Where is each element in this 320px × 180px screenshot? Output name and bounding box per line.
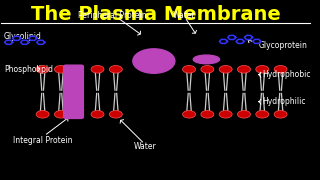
Circle shape xyxy=(237,111,251,118)
Circle shape xyxy=(256,111,269,118)
Text: Glycoprotein: Glycoprotein xyxy=(259,41,308,50)
Circle shape xyxy=(91,66,104,73)
FancyBboxPatch shape xyxy=(64,65,84,118)
Circle shape xyxy=(256,66,269,73)
Circle shape xyxy=(109,66,122,73)
Polygon shape xyxy=(12,36,21,40)
Circle shape xyxy=(109,111,122,118)
Circle shape xyxy=(182,111,196,118)
Circle shape xyxy=(201,111,214,118)
Text: Glycolipid: Glycolipid xyxy=(4,32,42,41)
Polygon shape xyxy=(21,40,29,44)
Text: Phospholipid: Phospholipid xyxy=(4,65,53,74)
Text: The Plasma Membrane: The Plasma Membrane xyxy=(30,5,280,24)
Polygon shape xyxy=(37,40,45,44)
Circle shape xyxy=(237,66,251,73)
Circle shape xyxy=(133,49,175,73)
Text: Peripheral Protein: Peripheral Protein xyxy=(78,11,147,20)
Circle shape xyxy=(54,111,68,118)
Circle shape xyxy=(36,111,49,118)
Circle shape xyxy=(201,66,214,73)
Text: Hydrophilic: Hydrophilic xyxy=(262,97,306,106)
Circle shape xyxy=(274,111,287,118)
Circle shape xyxy=(91,111,104,118)
Text: Hydrophobic: Hydrophobic xyxy=(262,70,310,79)
Circle shape xyxy=(274,66,287,73)
Circle shape xyxy=(36,66,49,73)
Ellipse shape xyxy=(193,55,220,64)
Text: Integral Protein: Integral Protein xyxy=(13,136,73,145)
Text: Water: Water xyxy=(134,142,156,151)
Circle shape xyxy=(54,66,68,73)
Polygon shape xyxy=(253,39,261,43)
Circle shape xyxy=(182,66,196,73)
Polygon shape xyxy=(228,35,236,39)
Polygon shape xyxy=(244,35,252,39)
Polygon shape xyxy=(4,40,12,44)
Polygon shape xyxy=(220,39,228,43)
Circle shape xyxy=(219,66,232,73)
Text: Water: Water xyxy=(172,11,195,20)
Circle shape xyxy=(219,111,232,118)
Polygon shape xyxy=(236,39,244,43)
Polygon shape xyxy=(29,36,37,40)
